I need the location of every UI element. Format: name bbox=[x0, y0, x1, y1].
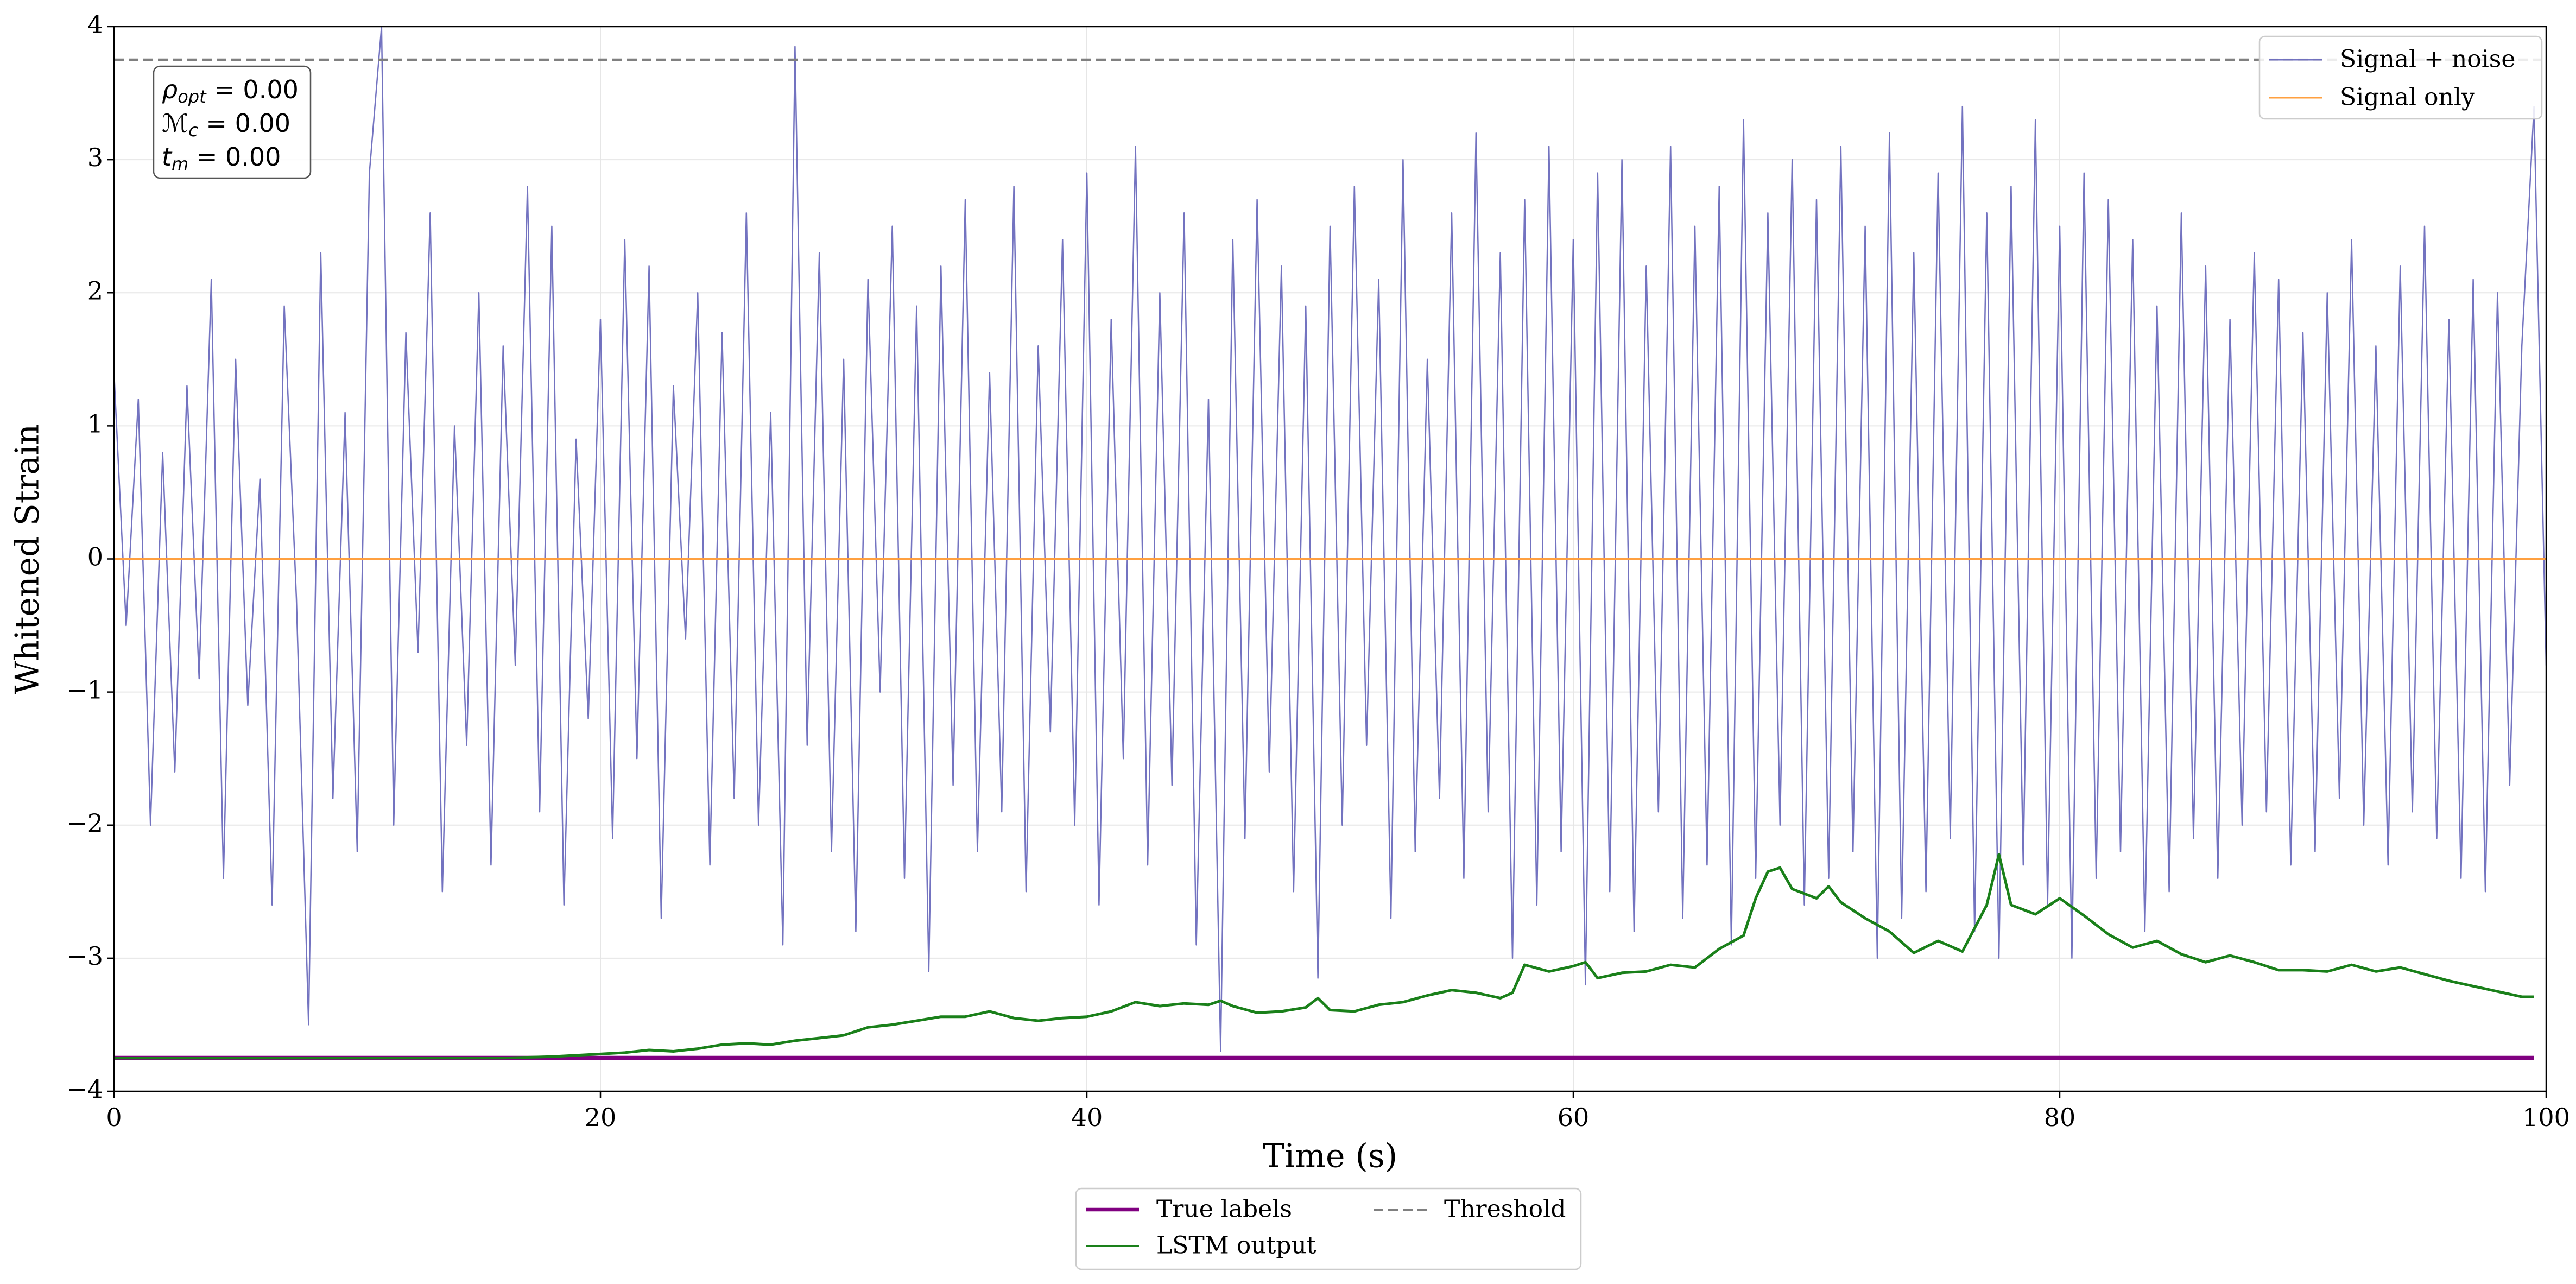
y-tick-label: −3 bbox=[66, 941, 103, 971]
annotation-box bbox=[153, 65, 312, 179]
x-tick-label: 100 bbox=[2522, 1103, 2570, 1132]
y-tick-label: −1 bbox=[66, 675, 103, 705]
x-tick-label: 20 bbox=[585, 1103, 617, 1132]
annotation-sub: c bbox=[188, 120, 198, 141]
x-axis-label: Time (s) bbox=[1263, 1137, 1397, 1175]
y-axis-label: Whitened Strain bbox=[9, 424, 47, 694]
plot-frame bbox=[113, 26, 2547, 1092]
annotation-symbol: ρ bbox=[162, 75, 178, 104]
legend-label: True labels bbox=[1156, 1196, 1292, 1223]
x-tick-label: 0 bbox=[106, 1103, 122, 1132]
annotation: ρopt = 0.00 bbox=[162, 75, 299, 107]
y-tick-label: 3 bbox=[87, 143, 103, 172]
annotation-sub: m bbox=[172, 154, 188, 174]
legend-label: Threshold bbox=[1444, 1196, 1566, 1223]
annotation-value: = 0.00 bbox=[188, 142, 281, 172]
legend-label: Signal only bbox=[2340, 84, 2475, 111]
legend-label: Signal + noise bbox=[2340, 46, 2515, 73]
annotation-value: = 0.00 bbox=[198, 109, 290, 138]
x-tick-label: 60 bbox=[1558, 1103, 1590, 1132]
y-tick-label: 0 bbox=[87, 542, 103, 572]
legend-label: LSTM output bbox=[1156, 1232, 1317, 1260]
annotation: ℳc = 0.00 bbox=[162, 109, 290, 141]
series-line bbox=[114, 853, 2534, 1060]
annotation-value: = 0.00 bbox=[206, 75, 299, 104]
annotation: tm = 0.00 bbox=[162, 142, 281, 175]
legend-box bbox=[2258, 35, 2543, 120]
legend-box bbox=[1075, 1187, 1582, 1270]
y-tick-label: −4 bbox=[66, 1074, 103, 1104]
y-tick-label: 2 bbox=[87, 276, 103, 305]
series-line bbox=[114, 27, 2546, 1052]
annotation-symbol: t bbox=[162, 142, 173, 172]
x-tick-label: 40 bbox=[1071, 1103, 1103, 1132]
y-tick-label: 4 bbox=[87, 10, 103, 39]
y-tick-label: 1 bbox=[87, 409, 103, 438]
annotation-symbol: ℳ bbox=[162, 109, 188, 138]
x-tick-label: 80 bbox=[2044, 1103, 2076, 1132]
y-tick-label: −2 bbox=[66, 808, 103, 838]
annotation-sub: opt bbox=[178, 86, 207, 107]
